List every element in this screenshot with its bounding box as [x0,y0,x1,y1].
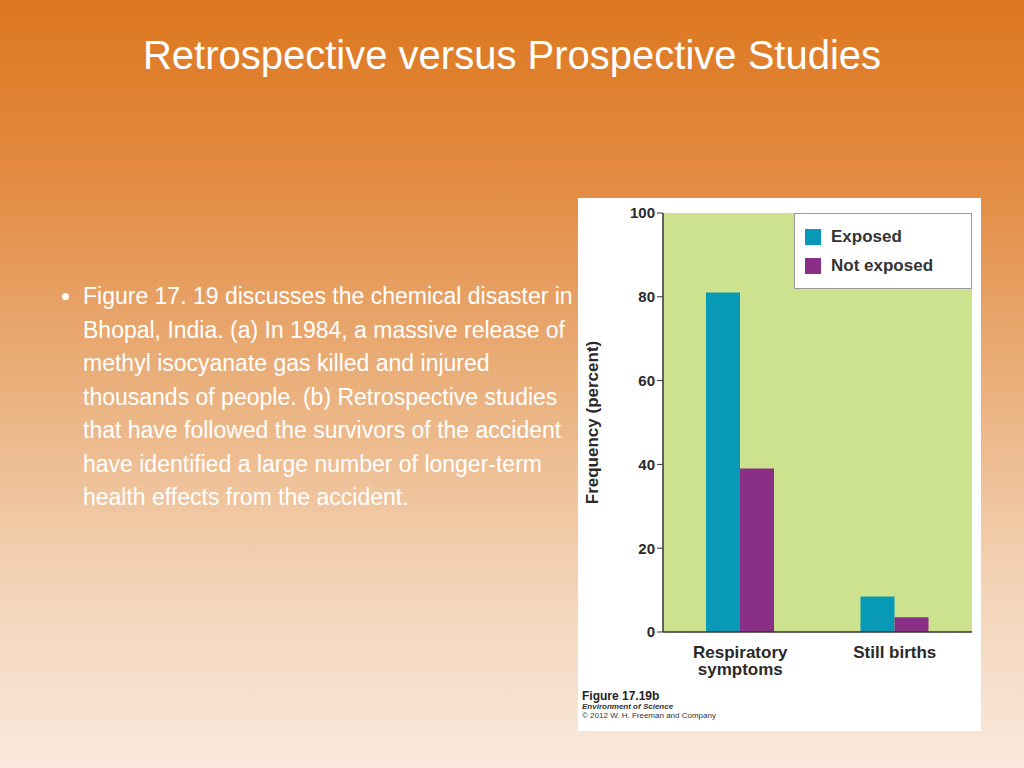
html-text:Figure 17.19b: Figure 17.19b [582,689,660,703]
svg-text:40: 40 [638,456,655,473]
svg-text:20: 20 [638,540,655,557]
html-text:Retrospective versus Prospecti: Retrospective versus Prospective Studies [142,33,881,77]
svg-text:100: 100 [630,204,655,221]
svg-text:Respiratorysymptoms: Respiratorysymptoms [693,643,788,679]
html-text:Figure 17. 19 discusses the ch: Figure 17. 19 discusses the chemical dis… [83,283,573,510]
svg-text:80: 80 [638,288,655,305]
html-text:Environment of Science: Environment of Science [582,702,674,712]
html-text:© 2012 W. H. Freeman and Compa: © 2012 W. H. Freeman and Company [582,711,716,720]
svg-text:0: 0 [647,623,655,640]
html-text:Not exposed: Not exposed [831,255,933,275]
svg-text:Still births: Still births [853,643,936,662]
svg-text:Frequency (percent): Frequency (percent) [583,341,602,504]
html-text:Exposed: Exposed [831,226,902,246]
svg-text:60: 60 [638,372,655,389]
